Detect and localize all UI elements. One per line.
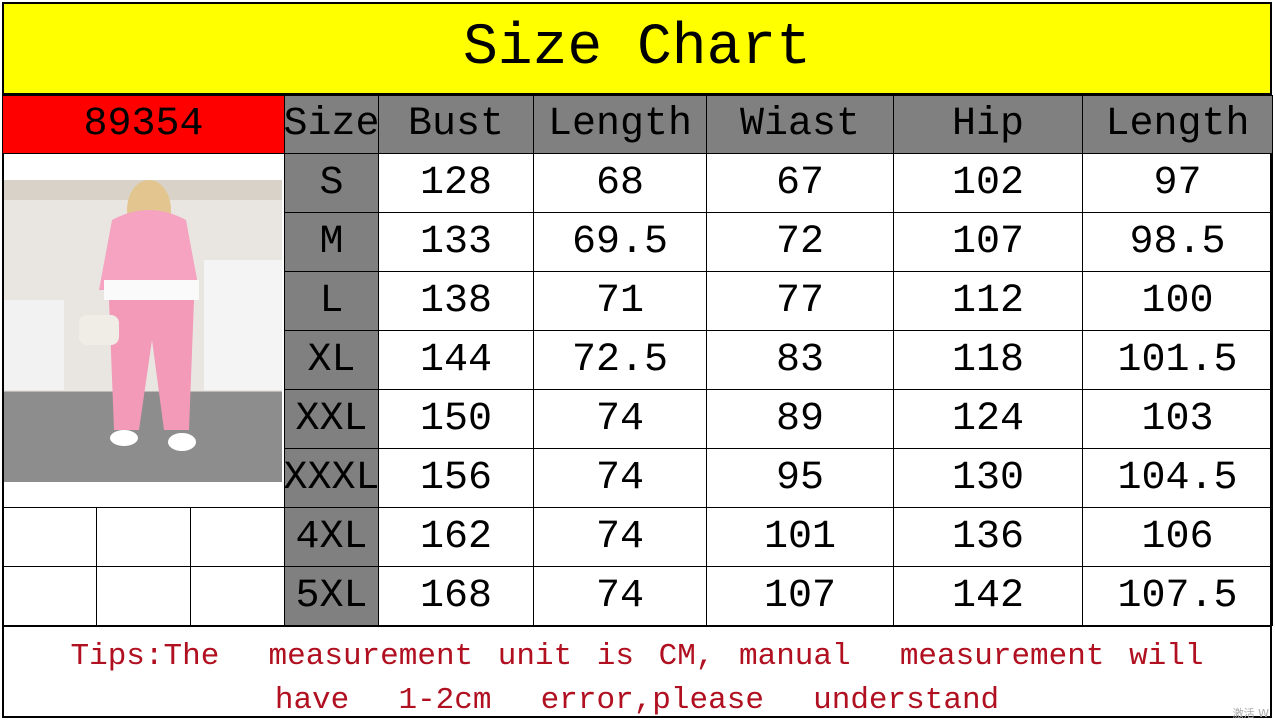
header-hip: Hip <box>893 95 1083 154</box>
cell-length: 74 <box>533 448 707 508</box>
cell-hip: 102 <box>893 153 1083 213</box>
empty-cell <box>190 566 285 626</box>
header-length: Length <box>533 95 707 154</box>
cell-bust: 128 <box>378 153 534 213</box>
cell-hip: 130 <box>893 448 1083 508</box>
watermark: 激活 W <box>1232 707 1269 720</box>
header-bust: Bust <box>378 95 534 154</box>
chart-title: Size Chart <box>2 2 1272 95</box>
header-waist: Wiast <box>706 95 894 154</box>
cell-pant-length: 98.5 <box>1082 212 1273 272</box>
cell-size: XXXL <box>284 448 379 508</box>
empty-cell <box>96 507 191 567</box>
empty-cell <box>2 507 97 567</box>
cell-waist: 77 <box>706 271 894 331</box>
cell-hip: 142 <box>893 566 1083 626</box>
cell-waist: 89 <box>706 389 894 449</box>
cell-hip: 107 <box>893 212 1083 272</box>
cell-hip: 118 <box>893 330 1083 390</box>
empty-cell <box>2 566 97 626</box>
cell-bust: 156 <box>378 448 534 508</box>
cell-hip: 124 <box>893 389 1083 449</box>
empty-cell <box>190 507 285 567</box>
cell-waist: 67 <box>706 153 894 213</box>
cell-pant-length: 104.5 <box>1082 448 1273 508</box>
cell-bust: 162 <box>378 507 534 567</box>
cell-bust: 144 <box>378 330 534 390</box>
empty-cell <box>96 566 191 626</box>
cell-pant-length: 103 <box>1082 389 1273 449</box>
cell-waist: 107 <box>706 566 894 626</box>
cell-size: 5XL <box>284 566 379 626</box>
cell-waist: 72 <box>706 212 894 272</box>
cell-length: 74 <box>533 566 707 626</box>
cell-hip: 136 <box>893 507 1083 567</box>
header-size: Size <box>284 95 379 154</box>
tips-note: Tips:The measurement unit is CM, manual … <box>2 625 1272 718</box>
product-photo-image <box>4 180 282 451</box>
cell-waist: 95 <box>706 448 894 508</box>
cell-hip: 112 <box>893 271 1083 331</box>
cell-pant-length: 100 <box>1082 271 1273 331</box>
cell-waist: 101 <box>706 507 894 567</box>
cell-length: 72.5 <box>533 330 707 390</box>
product-photo <box>4 180 282 482</box>
cell-length: 74 <box>533 507 707 567</box>
cell-size: XXL <box>284 389 379 449</box>
cell-length: 69.5 <box>533 212 707 272</box>
cell-length: 74 <box>533 389 707 449</box>
cell-pant-length: 97 <box>1082 153 1273 213</box>
cell-length: 68 <box>533 153 707 213</box>
cell-bust: 150 <box>378 389 534 449</box>
cell-pant-length: 101.5 <box>1082 330 1273 390</box>
cell-bust: 168 <box>378 566 534 626</box>
cell-length: 71 <box>533 271 707 331</box>
cell-size: M <box>284 212 379 272</box>
product-code: 89354 <box>2 95 285 154</box>
cell-size: L <box>284 271 379 331</box>
cell-pant-length: 107.5 <box>1082 566 1273 626</box>
header-pant-length: Length <box>1082 95 1273 154</box>
cell-pant-length: 106 <box>1082 507 1273 567</box>
cell-bust: 138 <box>378 271 534 331</box>
cell-size: XL <box>284 330 379 390</box>
cell-waist: 83 <box>706 330 894 390</box>
cell-size: S <box>284 153 379 213</box>
cell-bust: 133 <box>378 212 534 272</box>
cell-size: 4XL <box>284 507 379 567</box>
